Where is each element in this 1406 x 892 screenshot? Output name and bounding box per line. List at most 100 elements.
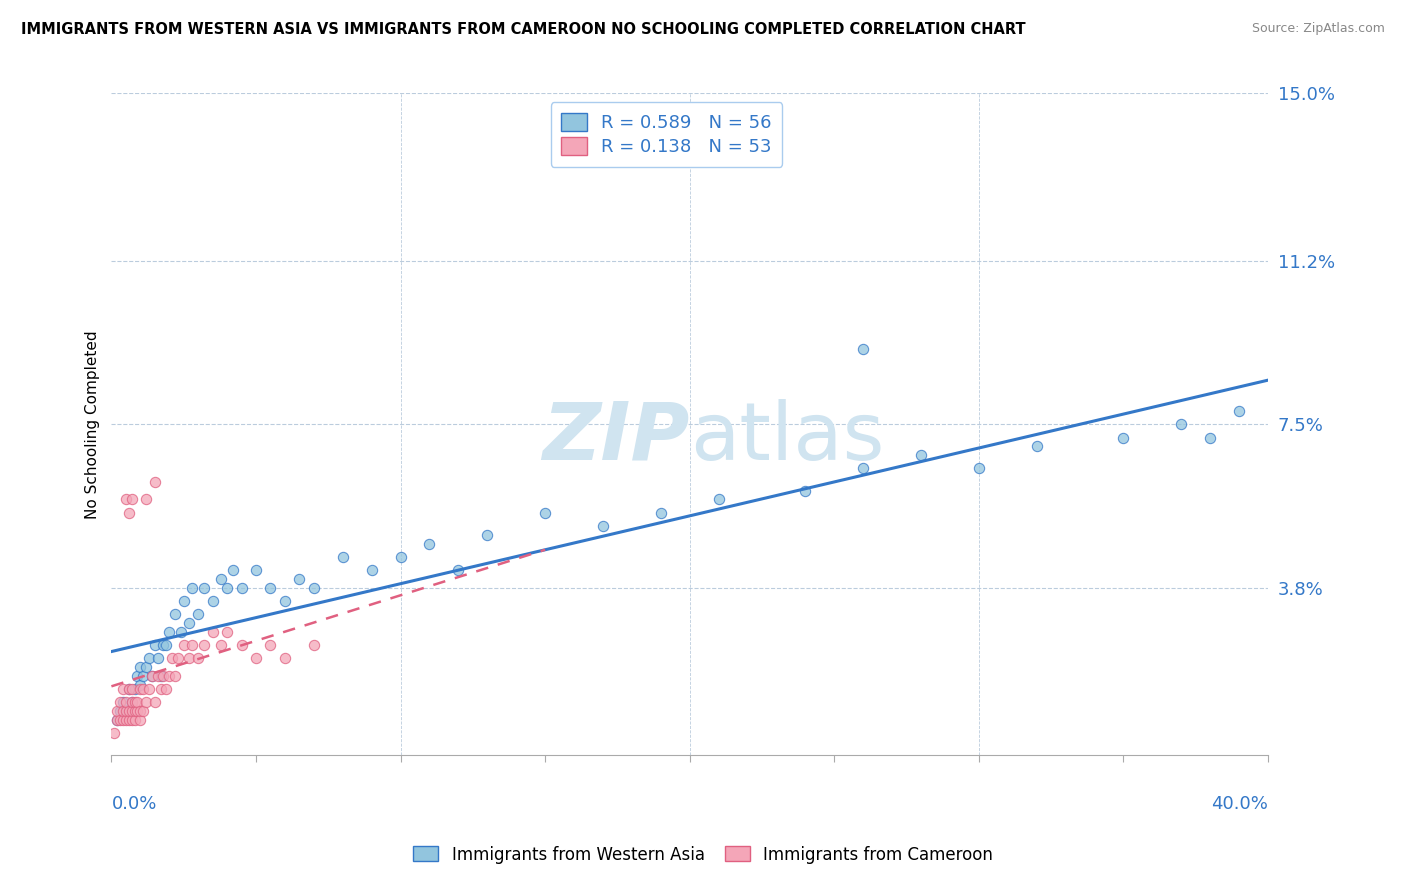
Point <box>1315 417 1337 432</box>
Point <box>187 607 209 621</box>
Point <box>115 713 138 727</box>
Point <box>179 615 201 630</box>
Point <box>121 682 143 697</box>
Point <box>155 638 177 652</box>
Point <box>477 527 499 541</box>
Point <box>215 624 238 639</box>
Point <box>1227 404 1250 418</box>
Point <box>288 572 311 586</box>
Point <box>157 669 180 683</box>
Point <box>389 549 412 564</box>
Point <box>193 638 215 652</box>
Point <box>129 660 152 674</box>
Point <box>360 563 382 577</box>
Point <box>149 682 172 697</box>
Point <box>215 581 238 595</box>
Point <box>141 669 163 683</box>
Point <box>132 704 155 718</box>
Point <box>910 448 932 462</box>
Point <box>187 651 209 665</box>
Point <box>222 563 245 577</box>
Point <box>105 704 128 718</box>
Point <box>181 581 204 595</box>
Point <box>707 492 730 507</box>
Point <box>121 695 143 709</box>
Point <box>105 713 128 727</box>
Point <box>852 343 875 357</box>
Point <box>209 638 232 652</box>
Point <box>1025 439 1047 453</box>
Point <box>135 695 157 709</box>
Text: ZIP: ZIP <box>543 399 690 476</box>
Point <box>129 678 152 692</box>
Point <box>135 660 157 674</box>
Point <box>108 704 131 718</box>
Point <box>967 461 990 475</box>
Point <box>132 682 155 697</box>
Point <box>201 594 224 608</box>
Point <box>105 713 128 727</box>
Point <box>132 669 155 683</box>
Point <box>209 572 232 586</box>
Text: atlas: atlas <box>690 399 884 476</box>
Point <box>157 624 180 639</box>
Point <box>1199 431 1222 445</box>
Point <box>231 581 253 595</box>
Point <box>852 461 875 475</box>
Point <box>650 506 672 520</box>
Point <box>201 624 224 639</box>
Point <box>274 651 297 665</box>
Point <box>1170 417 1192 432</box>
Point <box>143 475 166 489</box>
Point <box>135 492 157 507</box>
Point <box>121 695 143 709</box>
Point <box>245 563 267 577</box>
Point <box>163 607 186 621</box>
Point <box>418 536 440 550</box>
Point <box>179 651 201 665</box>
Point <box>173 594 195 608</box>
Point <box>118 713 141 727</box>
Point <box>127 695 149 709</box>
Point <box>111 713 134 727</box>
Point <box>124 695 146 709</box>
Point <box>108 695 131 709</box>
Point <box>146 651 169 665</box>
Point <box>138 651 160 665</box>
Y-axis label: No Schooling Completed: No Schooling Completed <box>86 330 100 518</box>
Point <box>152 669 174 683</box>
Point <box>231 638 253 652</box>
Point <box>115 492 138 507</box>
Point <box>259 581 281 595</box>
Point <box>118 506 141 520</box>
Point <box>193 581 215 595</box>
Point <box>173 638 195 652</box>
Legend: Immigrants from Western Asia, Immigrants from Cameroon: Immigrants from Western Asia, Immigrants… <box>406 839 1000 871</box>
Point <box>143 638 166 652</box>
Text: IMMIGRANTS FROM WESTERN ASIA VS IMMIGRANTS FROM CAMEROON NO SCHOOLING COMPLETED : IMMIGRANTS FROM WESTERN ASIA VS IMMIGRAN… <box>21 22 1026 37</box>
Text: Source: ZipAtlas.com: Source: ZipAtlas.com <box>1251 22 1385 36</box>
Point <box>111 682 134 697</box>
Point <box>118 682 141 697</box>
Point <box>129 713 152 727</box>
Point <box>1112 431 1135 445</box>
Point <box>592 519 614 533</box>
Point <box>181 638 204 652</box>
Point <box>111 695 134 709</box>
Point <box>163 669 186 683</box>
Point <box>129 704 152 718</box>
Point <box>302 581 325 595</box>
Point <box>794 483 817 498</box>
Point <box>124 682 146 697</box>
Point <box>111 704 134 718</box>
Point <box>146 669 169 683</box>
Point <box>115 695 138 709</box>
Point <box>149 669 172 683</box>
Point <box>447 563 470 577</box>
Text: 40.0%: 40.0% <box>1211 795 1268 814</box>
Point <box>245 651 267 665</box>
Point <box>332 549 354 564</box>
Point <box>127 704 149 718</box>
Point <box>143 695 166 709</box>
Point <box>141 669 163 683</box>
